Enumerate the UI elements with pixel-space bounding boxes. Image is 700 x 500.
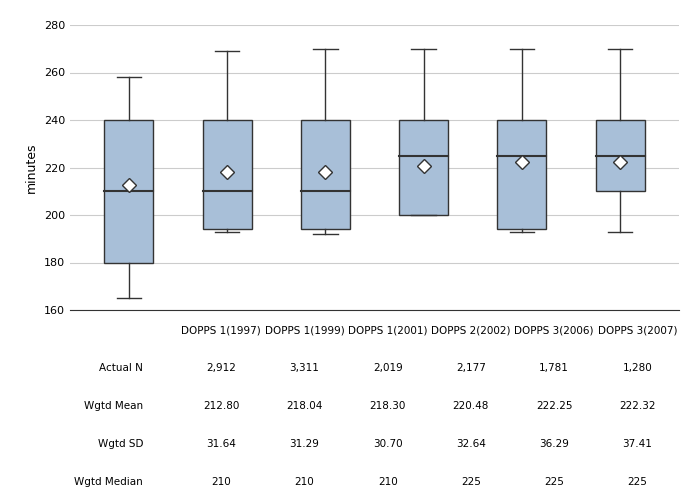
Y-axis label: minutes: minutes [25,142,38,192]
Text: 31.64: 31.64 [206,439,236,449]
Text: 225: 225 [544,477,564,487]
Text: DOPPS 2(2002): DOPPS 2(2002) [431,325,511,335]
FancyBboxPatch shape [104,120,153,262]
Text: 37.41: 37.41 [622,439,652,449]
Text: 30.70: 30.70 [373,439,402,449]
Text: 32.64: 32.64 [456,439,486,449]
FancyBboxPatch shape [399,120,448,215]
Text: 2,177: 2,177 [456,363,486,373]
Text: 218.04: 218.04 [286,401,323,411]
Text: 222.25: 222.25 [536,401,573,411]
Text: 36.29: 36.29 [539,439,569,449]
Text: DOPPS 3(2007): DOPPS 3(2007) [598,325,677,335]
Text: 225: 225 [627,477,648,487]
FancyBboxPatch shape [301,120,350,229]
Text: DOPPS 3(2006): DOPPS 3(2006) [514,325,594,335]
Text: Actual N: Actual N [99,363,143,373]
FancyBboxPatch shape [202,120,252,229]
Text: 220.48: 220.48 [453,401,489,411]
Text: Wgtd Mean: Wgtd Mean [84,401,143,411]
Text: 31.29: 31.29 [290,439,319,449]
Text: 210: 210 [378,477,398,487]
Text: 1,781: 1,781 [539,363,569,373]
Text: 210: 210 [295,477,314,487]
Text: DOPPS 1(1999): DOPPS 1(1999) [265,325,344,335]
Text: Wgtd SD: Wgtd SD [97,439,143,449]
Text: 212.80: 212.80 [203,401,239,411]
FancyBboxPatch shape [497,120,547,229]
Text: 222.32: 222.32 [619,401,656,411]
Text: DOPPS 1(1997): DOPPS 1(1997) [181,325,261,335]
Text: 1,280: 1,280 [622,363,652,373]
Text: 210: 210 [211,477,231,487]
Text: 218.30: 218.30 [370,401,406,411]
Text: 3,311: 3,311 [290,363,319,373]
Text: DOPPS 1(2001): DOPPS 1(2001) [348,325,428,335]
FancyBboxPatch shape [596,120,645,191]
Text: Wgtd Median: Wgtd Median [74,477,143,487]
Text: 2,019: 2,019 [373,363,402,373]
Text: 2,912: 2,912 [206,363,236,373]
Text: 225: 225 [461,477,481,487]
